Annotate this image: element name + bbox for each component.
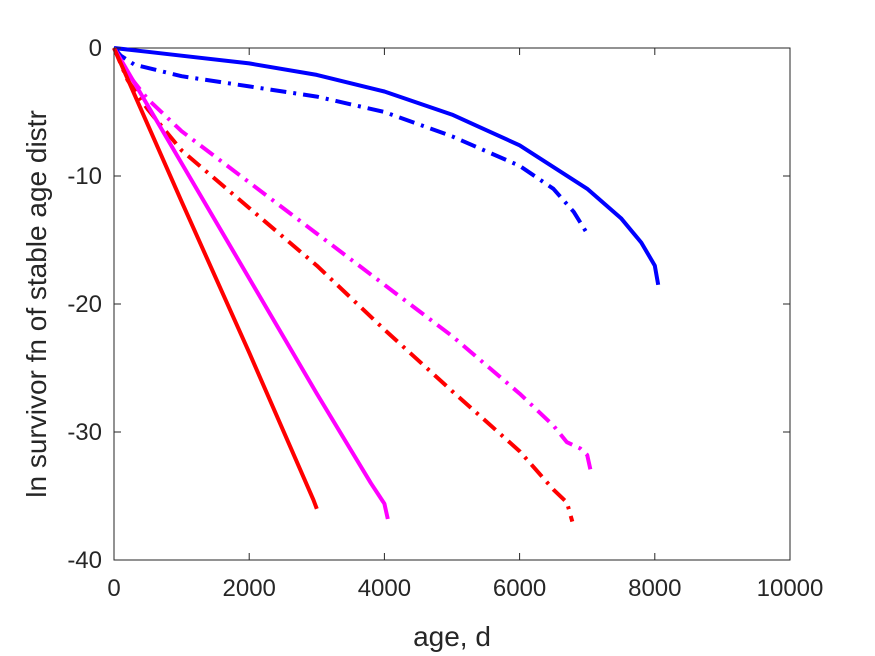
x-tick-label: 8000 <box>628 575 681 602</box>
plot-frame <box>113 47 791 561</box>
y-tick-label: -30 <box>67 419 102 446</box>
series-line-3 <box>112 47 593 471</box>
x-tick-label: 6000 <box>493 575 546 602</box>
x-tick-label: 0 <box>107 575 120 602</box>
x-tick-label: 10000 <box>757 575 824 602</box>
series-line-6 <box>112 47 319 510</box>
y-axis-label: ln survivor fn of stable age distr <box>21 110 52 498</box>
x-tick-label: 4000 <box>358 575 411 602</box>
x-axis-label: age, d <box>413 621 491 652</box>
axes-box <box>113 47 791 561</box>
y-tick-label: 0 <box>89 35 102 62</box>
x-tick-label: 2000 <box>223 575 276 602</box>
series-line-4 <box>112 47 575 523</box>
y-tick-label: -10 <box>67 163 102 190</box>
ticks-layer: 0 2000 4000 6000 8000 10000 0 -10 -20 -30 -40 <box>67 35 823 602</box>
series-line-5 <box>112 46 390 520</box>
series-layer <box>112 46 661 523</box>
series-line-1 <box>113 46 661 286</box>
y-tick-label: -20 <box>67 291 102 318</box>
y-tick-label: -40 <box>67 547 102 574</box>
series-line-2 <box>112 46 589 235</box>
